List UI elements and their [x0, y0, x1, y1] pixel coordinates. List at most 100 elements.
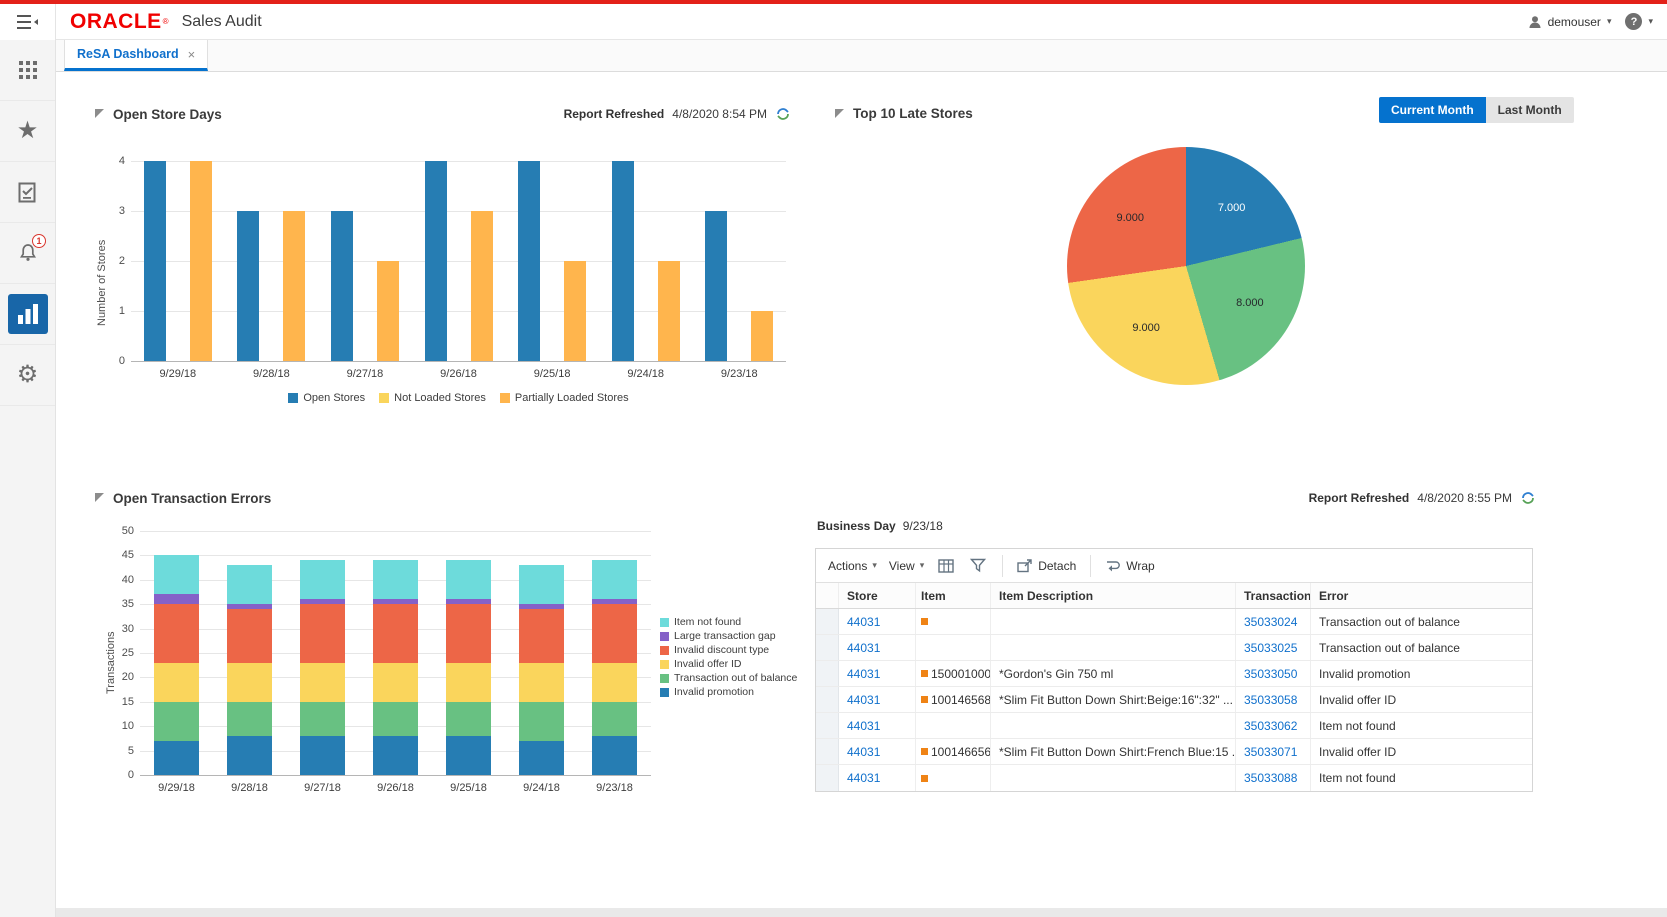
- row-selector[interactable]: [816, 765, 839, 791]
- top-10-late-stores-title[interactable]: Top 10 Late Stores: [835, 106, 973, 121]
- segment-invalid-promotion[interactable]: [373, 735, 418, 775]
- store-link[interactable]: 44031: [847, 666, 881, 681]
- segment-invalid-offer-id[interactable]: [300, 662, 345, 702]
- row-selector[interactable]: [816, 713, 839, 738]
- help-icon[interactable]: ?: [1625, 13, 1643, 30]
- segment-transaction-out-of-balance[interactable]: [300, 701, 345, 736]
- table-row[interactable]: 44031 35033088 Item not found: [816, 765, 1532, 791]
- segment-invalid-offer-id[interactable]: [227, 662, 272, 702]
- bar-open-stores[interactable]: [143, 161, 166, 361]
- segment-item-not-found[interactable]: [373, 560, 418, 600]
- segment-transaction-out-of-balance[interactable]: [373, 701, 418, 736]
- sidebar-item-tasks[interactable]: [0, 162, 55, 223]
- segment-large-transaction-gap[interactable]: [592, 599, 637, 605]
- segment-invalid-discount-type[interactable]: [227, 609, 272, 663]
- segment-invalid-discount-type[interactable]: [154, 604, 199, 663]
- column-header-error[interactable]: Error: [1311, 583, 1532, 608]
- segment-invalid-promotion[interactable]: [300, 735, 345, 775]
- sidebar-item-favorites[interactable]: ★: [0, 101, 55, 162]
- segment-transaction-out-of-balance[interactable]: [592, 701, 637, 736]
- bar-open-stores[interactable]: [611, 161, 634, 361]
- bar-open-stores[interactable]: [330, 211, 353, 361]
- transaction-link[interactable]: 35033062: [1244, 718, 1298, 733]
- stacked-bar[interactable]: [446, 560, 491, 775]
- table-row[interactable]: 44031 100146656 *Slim Fit Button Down Shir…: [816, 739, 1532, 765]
- store-link[interactable]: 44031: [847, 614, 881, 629]
- view-menu-button[interactable]: View ▾: [889, 559, 924, 573]
- store-link[interactable]: 44031: [847, 692, 881, 707]
- segment-invalid-offer-id[interactable]: [592, 662, 637, 702]
- sidebar-item-notifications[interactable]: 1: [0, 223, 55, 284]
- segment-item-not-found[interactable]: [446, 560, 491, 600]
- last-month-button[interactable]: Last Month: [1485, 97, 1574, 123]
- stacked-bar[interactable]: [373, 560, 418, 775]
- transaction-link[interactable]: 35033024: [1244, 614, 1298, 629]
- stacked-bar[interactable]: [154, 555, 199, 775]
- segment-invalid-offer-id[interactable]: [519, 662, 564, 702]
- table-row[interactable]: 44031 100146568 *Slim Fit Button Down Shir…: [816, 687, 1532, 713]
- segment-invalid-promotion[interactable]: [592, 735, 637, 775]
- row-selector[interactable]: [816, 609, 839, 634]
- transaction-link[interactable]: 35033025: [1244, 640, 1298, 655]
- bar-open-stores[interactable]: [424, 161, 447, 361]
- bar-partially-loaded-stores[interactable]: [657, 261, 680, 361]
- segment-invalid-promotion[interactable]: [446, 735, 491, 775]
- row-selector[interactable]: [816, 687, 839, 712]
- chevron-down-icon[interactable]: ▾: [1606, 16, 1612, 26]
- refresh-icon[interactable]: [1520, 490, 1536, 506]
- store-link[interactable]: 44031: [847, 744, 881, 759]
- bar-open-stores[interactable]: [237, 211, 260, 361]
- column-header-item-description[interactable]: Item Description: [991, 583, 1236, 608]
- table-row[interactable]: 44031 150001000 *Gordon's Gin 750 ml 350330…: [816, 661, 1532, 687]
- segment-invalid-promotion[interactable]: [519, 740, 564, 775]
- segment-invalid-discount-type[interactable]: [300, 604, 345, 663]
- sidebar-item-apps[interactable]: [0, 40, 55, 101]
- segment-large-transaction-gap[interactable]: [446, 599, 491, 605]
- refresh-icon[interactable]: [775, 106, 791, 122]
- segment-transaction-out-of-balance[interactable]: [227, 701, 272, 736]
- stacked-bar[interactable]: [519, 565, 564, 775]
- horizontal-scrollbar[interactable]: [56, 908, 1667, 917]
- segment-invalid-promotion[interactable]: [227, 735, 272, 775]
- segment-invalid-promotion[interactable]: [154, 740, 199, 775]
- bar-partially-loaded-stores[interactable]: [376, 261, 399, 361]
- segment-item-not-found[interactable]: [154, 555, 199, 595]
- transaction-link[interactable]: 35033088: [1244, 771, 1298, 785]
- export-table-icon-button[interactable]: [936, 556, 956, 576]
- transaction-link[interactable]: 35033071: [1244, 744, 1298, 759]
- segment-invalid-discount-type[interactable]: [592, 604, 637, 663]
- segment-item-not-found[interactable]: [300, 560, 345, 600]
- transaction-link[interactable]: 35033050: [1244, 666, 1298, 681]
- open-store-days-title[interactable]: Open Store Days: [95, 107, 222, 122]
- bar-partially-loaded-stores[interactable]: [189, 161, 212, 361]
- detach-button[interactable]: Detach: [1017, 559, 1076, 573]
- bar-partially-loaded-stores[interactable]: [751, 311, 774, 361]
- segment-transaction-out-of-balance[interactable]: [446, 701, 491, 736]
- segment-item-not-found[interactable]: [519, 565, 564, 605]
- segment-large-transaction-gap[interactable]: [300, 599, 345, 605]
- transaction-link[interactable]: 35033058: [1244, 692, 1298, 707]
- segment-transaction-out-of-balance[interactable]: [154, 701, 199, 741]
- segment-invalid-discount-type[interactable]: [373, 604, 418, 663]
- bar-partially-loaded-stores[interactable]: [470, 211, 493, 361]
- filter-icon-button[interactable]: [968, 556, 988, 576]
- segment-invalid-offer-id[interactable]: [446, 662, 491, 702]
- stacked-bar[interactable]: [300, 560, 345, 775]
- stacked-bar[interactable]: [227, 565, 272, 775]
- store-link[interactable]: 44031: [847, 771, 881, 785]
- segment-large-transaction-gap[interactable]: [373, 599, 418, 605]
- sidebar-toggle-button[interactable]: [0, 3, 56, 40]
- segment-invalid-offer-id[interactable]: [154, 662, 199, 702]
- store-link[interactable]: 44031: [847, 718, 881, 733]
- segment-item-not-found[interactable]: [592, 560, 637, 600]
- segment-invalid-discount-type[interactable]: [519, 609, 564, 663]
- actions-menu-button[interactable]: Actions ▾: [828, 559, 877, 573]
- segment-invalid-discount-type[interactable]: [446, 604, 491, 663]
- row-selector[interactable]: [816, 635, 839, 660]
- sidebar-item-reports-active[interactable]: [0, 284, 55, 345]
- segment-transaction-out-of-balance[interactable]: [519, 701, 564, 741]
- bar-partially-loaded-stores[interactable]: [564, 261, 587, 361]
- table-row[interactable]: 44031 35033062 Item not found: [816, 713, 1532, 739]
- column-header-store[interactable]: Store: [839, 583, 916, 608]
- segment-item-not-found[interactable]: [227, 565, 272, 605]
